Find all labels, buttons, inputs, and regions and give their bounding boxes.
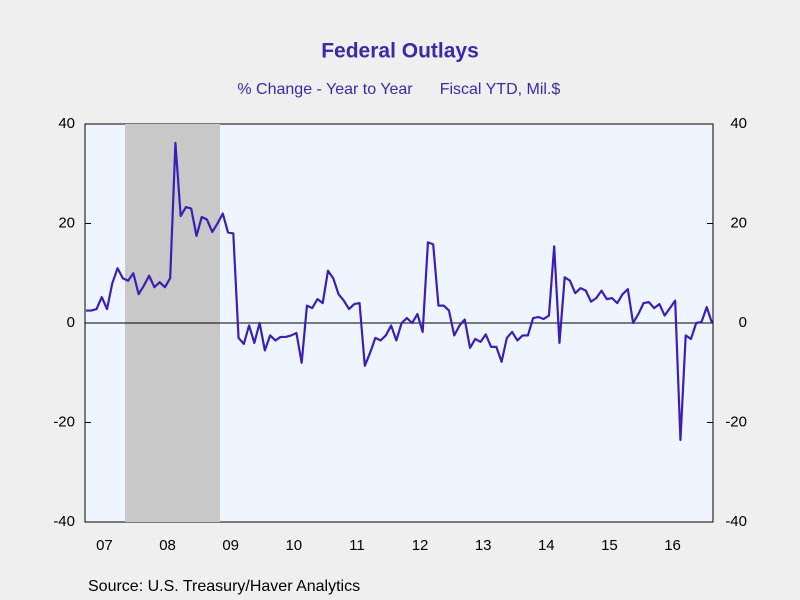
y2-tick-label: -20 [725,413,747,430]
y-tick-label: 0 [67,314,75,331]
x-tick-label: 09 [222,537,239,554]
x-tick-label: 07 [96,537,113,554]
chart-title: Federal Outlays [321,40,479,63]
x-tick-label: 12 [412,537,429,554]
y-tick-label: -20 [53,413,75,430]
y-tick-label: 40 [58,115,75,132]
x-tick-label: 13 [475,537,492,554]
y2-tick-label: 40 [730,115,747,132]
y2-tick-label: 20 [730,214,747,231]
x-tick-label: 08 [159,537,176,554]
y2-tick-label: -40 [725,513,747,530]
subtitle: % Change - Year to Year [237,81,413,98]
source: Source: U.S. Treasury/Haver Analytics [88,578,360,595]
subtitle-right: Fiscal YTD, Mil.$ [440,81,561,98]
x-tick-label: 15 [601,537,618,554]
x-tick-label: 10 [285,537,302,554]
y2-tick-label: 0 [739,314,747,331]
x-tick-label: 16 [664,537,681,554]
x-tick-label: 14 [538,537,555,554]
y-tick-label: -40 [53,513,75,530]
x-tick-label: 11 [349,537,365,554]
data-line [86,141,714,442]
y-tick-label: 20 [58,214,75,231]
